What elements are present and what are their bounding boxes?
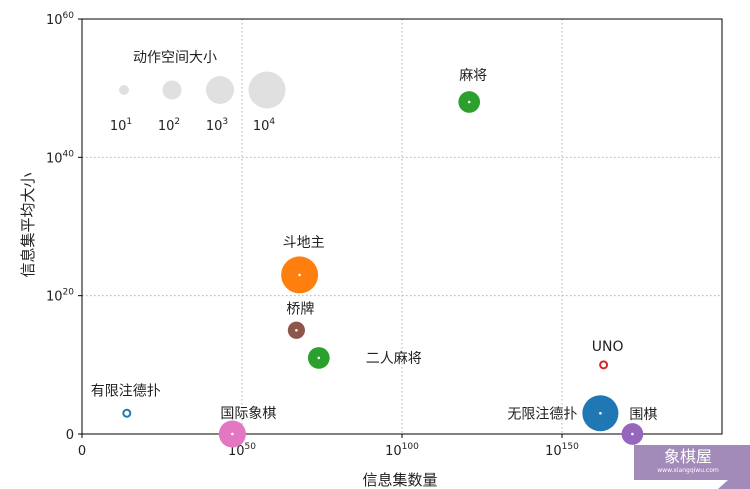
size-legend-bubble: [206, 76, 234, 104]
size-legend-label: 104: [253, 117, 276, 134]
data-point-center: [599, 411, 602, 415]
point-label: 国际象棋: [220, 406, 276, 422]
y-axis-ticks: 0 1020 1040 1060: [46, 11, 82, 443]
point-label: 无限注德扑: [507, 406, 577, 422]
size-legend-bubble: [162, 80, 182, 100]
data-point: [122, 408, 132, 418]
y-axis-label: 信息集平均大小: [19, 172, 37, 277]
x-tick-label: 1050: [228, 442, 256, 459]
point-label: 围棋: [629, 407, 657, 423]
y-tick-label: 1040: [46, 149, 74, 166]
data-point-center: [295, 328, 298, 332]
data-point: [599, 360, 609, 370]
size-legend-label: 101: [110, 117, 132, 134]
data-point-center: [317, 356, 321, 360]
point-label: UNO: [592, 339, 624, 355]
watermark-background: [634, 445, 750, 489]
size-legend: 动作空间大小 101 102 103 104: [110, 50, 286, 134]
data-point-center: [231, 432, 234, 436]
size-legend-label: 102: [158, 117, 180, 134]
y-tick-label: 1060: [46, 11, 74, 28]
x-tick-label: 10150: [545, 442, 579, 459]
size-legend-bubble: [248, 71, 286, 109]
y-tick-label: 1020: [46, 288, 74, 305]
x-axis-ticks: 0 1050 10100 10150: [78, 434, 579, 459]
size-legend-title: 动作空间大小: [133, 50, 217, 66]
data-point-center: [298, 273, 301, 277]
watermark-text: 象棋屋: [664, 447, 712, 466]
size-legend-label: 103: [206, 117, 228, 134]
y-tick-label: 0: [66, 428, 74, 443]
watermark-subtext: www.xiangqiwu.com: [657, 467, 719, 474]
point-label: 有限注德扑: [91, 383, 161, 399]
data-points: [122, 91, 644, 448]
point-label: 斗地主: [283, 235, 325, 251]
point-label: 二人麻将: [366, 351, 422, 367]
size-legend-bubble: [119, 85, 129, 95]
x-tick-label: 0: [78, 444, 86, 459]
data-point-center: [467, 100, 471, 104]
point-label: 麻将: [459, 68, 487, 84]
x-axis-label: 信息集数量: [362, 471, 437, 489]
x-tick-label: 10100: [385, 442, 419, 459]
point-label: 桥牌: [286, 300, 314, 317]
grid-lines: [82, 19, 722, 434]
data-point-center: [631, 432, 634, 436]
